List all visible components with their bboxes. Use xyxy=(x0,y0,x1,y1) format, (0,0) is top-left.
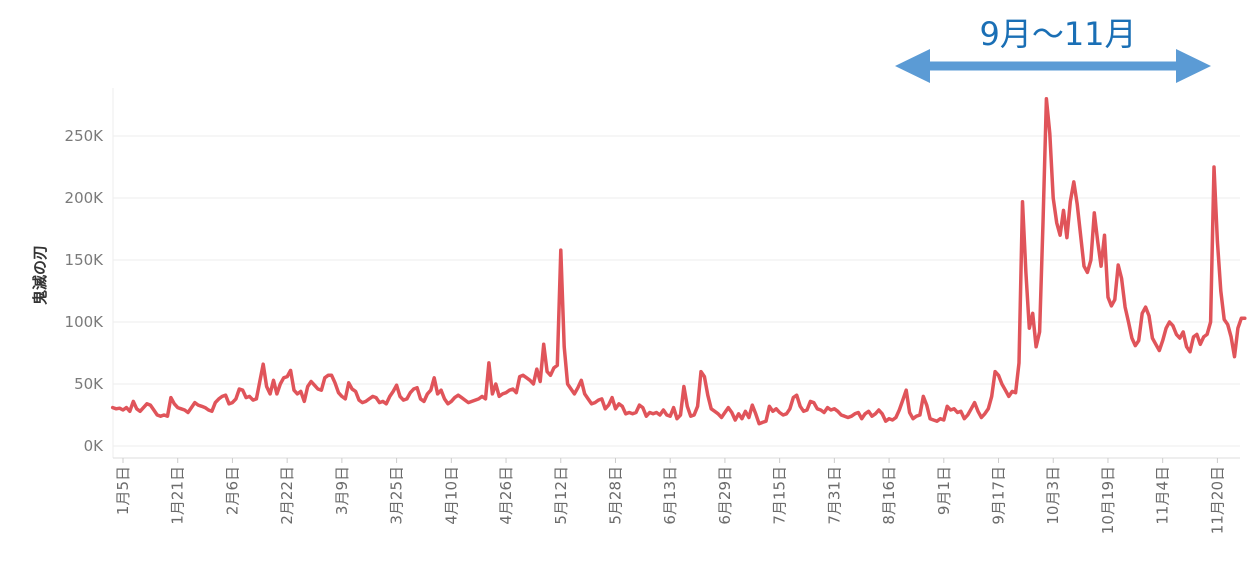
series-line xyxy=(110,97,1247,426)
x-tick-label: 3月9日 xyxy=(333,466,351,515)
y-tick-label: 50K xyxy=(74,375,104,393)
x-tick-label: 11月20日 xyxy=(1208,466,1226,534)
x-tick-label: 6月13日 xyxy=(661,466,679,525)
annotation-text: 9月～11月 xyxy=(979,15,1136,53)
x-tick-label: 10月3日 xyxy=(1044,466,1062,525)
x-tick-label: 7月31日 xyxy=(825,466,843,525)
annotation-arrow-left-head xyxy=(895,49,930,83)
y-tick-label: 100K xyxy=(65,313,105,331)
x-tick-label: 7月15日 xyxy=(771,466,789,525)
annotation-arrow-right-head xyxy=(1176,49,1211,83)
x-tick-label: 5月28日 xyxy=(606,466,624,525)
y-axis-label: 鬼滅の刃 xyxy=(31,245,49,305)
x-tick-labels: 1月5日 1月21日 2月6日 2月22日 3月9日 3月25日 4月10日 4月26日 5月1… xyxy=(114,458,1226,534)
x-tick-label: 9月17日 xyxy=(990,466,1008,525)
y-tick-label: 0K xyxy=(84,437,105,455)
x-tick-label: 4月26日 xyxy=(497,466,515,525)
gridlines xyxy=(113,135,1240,447)
y-tick-label: 150K xyxy=(65,251,105,269)
x-tick-label: 4月10日 xyxy=(442,466,460,525)
x-tick-label: 8月16日 xyxy=(880,466,898,525)
y-tick-label: 200K xyxy=(65,189,105,207)
x-tick-label: 1月5日 xyxy=(114,466,132,515)
x-tick-label: 3月25日 xyxy=(388,466,406,525)
y-tick-labels: 0K 50K 100K 150K 200K 250K xyxy=(65,127,105,455)
x-tick-label: 6月29日 xyxy=(716,466,734,525)
x-tick-label: 9月1日 xyxy=(935,466,953,515)
y-tick-label: 250K xyxy=(65,127,105,145)
annotation: 9月～11月 xyxy=(895,15,1211,83)
x-tick-label: 11月4日 xyxy=(1154,466,1172,525)
x-tick-label: 2月22日 xyxy=(278,466,296,525)
x-tick-label: 5月12日 xyxy=(552,466,570,525)
x-tick-label: 2月6日 xyxy=(223,466,241,515)
x-tick-label: 10月19日 xyxy=(1099,466,1117,534)
x-tick-label: 1月21日 xyxy=(169,466,187,525)
